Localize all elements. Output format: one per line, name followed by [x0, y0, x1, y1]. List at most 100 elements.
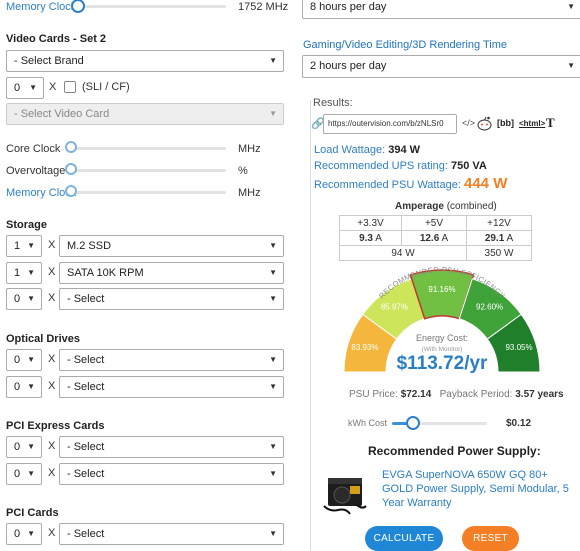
payback-label: Payback Period: — [439, 389, 513, 400]
memory-clock-track[interactable] — [70, 191, 226, 194]
brand-select-value: - Select Brand — [14, 55, 84, 67]
reset-button[interactable]: RESET — [462, 526, 519, 551]
chevron-down-icon: ▼ — [27, 469, 35, 478]
usage-hours-select[interactable]: 8 hours per day ▼ — [302, 0, 580, 19]
embed-code-icon[interactable]: </> — [462, 118, 476, 128]
results-label: Results: — [313, 97, 353, 109]
psu-price-value: $72.14 — [400, 389, 432, 400]
psu-price: PSU Price: $72.14 Payback Period: 3.57 y… — [349, 389, 564, 400]
psu-wattage: Recommended PSU Wattage: 444 W — [314, 175, 507, 192]
share-url-input[interactable]: https://outervision.com/b/zNLSr0 — [323, 114, 457, 134]
video-cards-heading: Video Cards - Set 2 — [6, 33, 107, 45]
energy-cost-subtitle: (With Monitor) — [421, 346, 463, 353]
component-select-value: - Select — [67, 381, 105, 393]
component-select-value: M.2 SSD — [67, 240, 112, 252]
video-card-select[interactable]: - Select Video Card ▼ — [6, 103, 284, 125]
component-select[interactable]: - Select ▼ — [59, 523, 284, 545]
reddit-icon[interactable] — [476, 115, 493, 132]
sli-checkbox[interactable] — [64, 81, 76, 93]
brand-select[interactable]: - Select Brand ▼ — [6, 50, 284, 72]
amperage-table: +3.3V +5V +12V 9.3 A 12.6 A 29.1 A 94 W … — [339, 215, 532, 261]
component-select[interactable]: SATA 10K RPM ▼ — [59, 262, 284, 284]
component-select[interactable]: - Select ▼ — [59, 436, 284, 458]
calculate-button[interactable]: CALCULATE — [365, 526, 443, 551]
quantity-value: 1 — [14, 240, 21, 252]
quantity-select[interactable]: 1 ▼ — [6, 262, 42, 284]
multiply-label: X — [49, 81, 57, 93]
payback-value: 3.57 years — [515, 389, 564, 400]
multiply-label: X — [48, 527, 56, 539]
psu-wattage-label: Recommended PSU Wattage: — [314, 179, 461, 191]
quantity-value: 0 — [14, 381, 21, 393]
kwh-cost-slider-handle[interactable] — [406, 416, 420, 430]
psu-price-label: PSU Price: — [349, 389, 398, 400]
component-select-value: - Select — [67, 293, 105, 305]
multiply-label: X — [48, 467, 56, 479]
component-select[interactable]: - Select ▼ — [59, 463, 284, 485]
quantity-select[interactable]: 1 ▼ — [6, 235, 42, 257]
gauge-segment-label: 83.93% — [351, 343, 378, 352]
chevron-down-icon: ▼ — [27, 241, 35, 250]
chevron-down-icon: ▼ — [269, 442, 277, 451]
core-clock-label: Core Clock — [6, 143, 61, 155]
amp-value-3v3-num: 9.3 — [359, 232, 373, 244]
kwh-cost-track[interactable] — [413, 422, 487, 425]
pci-cards-heading: PCI Cards — [6, 507, 59, 519]
component-select[interactable]: - Select ▼ — [59, 349, 284, 371]
gaming-hours-value: 2 hours per day — [310, 60, 387, 72]
overvoltage-slider-handle[interactable] — [65, 163, 77, 175]
component-select-value: - Select — [67, 468, 105, 480]
html-code-button[interactable]: <html> — [519, 119, 546, 128]
component-select[interactable]: - Select ▼ — [59, 376, 284, 398]
quantity-select[interactable]: 0 ▼ — [6, 349, 42, 371]
results-divider — [310, 100, 311, 551]
recommended-psu-link[interactable]: EVGA SuperNOVA 650W GQ 80+ GOLD Power Su… — [382, 469, 569, 509]
component-select[interactable]: - Select ▼ — [59, 288, 284, 310]
core-clock-track[interactable] — [70, 147, 226, 150]
amp-header-12v: +12V — [466, 215, 532, 231]
multiply-label: X — [48, 353, 56, 365]
quantity-select[interactable]: 0 ▼ — [6, 436, 42, 458]
quantity-select[interactable]: 0 ▼ — [6, 288, 42, 310]
kwh-cost-track-fill — [392, 422, 413, 425]
overvoltage-track[interactable] — [70, 169, 226, 172]
amperage-header-row: +3.3V +5V +12V — [339, 215, 532, 231]
load-wattage-label: Load Wattage: — [314, 144, 386, 156]
memory-clock-unit: MHz — [238, 187, 261, 199]
overvoltage-label: Overvoltage — [6, 165, 66, 177]
quantity-value: 0 — [14, 354, 21, 366]
load-wattage: Load Wattage: 394 W — [314, 144, 420, 156]
amp-value-5v-unit: A — [439, 232, 449, 244]
component-select[interactable]: M.2 SSD ▼ — [59, 235, 284, 257]
core-clock-slider-handle[interactable] — [65, 141, 77, 153]
memory-clock-slider-handle[interactable] — [65, 185, 77, 197]
gauge-segment — [486, 313, 541, 373]
component-select-value: - Select — [67, 528, 105, 540]
chevron-down-icon: ▼ — [29, 83, 37, 92]
chevron-down-icon: ▼ — [27, 529, 35, 538]
text-format-button[interactable]: T — [546, 115, 555, 130]
quantity-select[interactable]: 0 ▼ — [6, 376, 42, 398]
amp-value-12v-num: 29.1 — [484, 232, 505, 244]
psu-product-image[interactable] — [320, 466, 372, 518]
sli-label: (SLI / CF) — [82, 81, 130, 93]
multiply-label: X — [48, 440, 56, 452]
quantity-value: 1 — [14, 267, 21, 279]
ups-rating-value: 750 VA — [450, 160, 487, 172]
component-select-value: - Select — [67, 354, 105, 366]
memory-clock-top-slider-handle[interactable] — [71, 0, 85, 13]
optical-drives-heading: Optical Drives — [6, 333, 80, 345]
memory-clock-top-track[interactable] — [82, 5, 226, 8]
amperage-title-text: Amperage — [395, 201, 444, 212]
memory-clock-label: Memory Clock — [6, 187, 77, 199]
amp-header-3v3: +3.3V — [339, 215, 402, 231]
chevron-down-icon: ▼ — [269, 355, 277, 364]
video-card-qty-select[interactable]: 0 ▼ — [6, 77, 44, 99]
bbcode-button[interactable]: [bb] — [497, 118, 514, 128]
quantity-select[interactable]: 0 ▼ — [6, 463, 42, 485]
overvoltage-unit: % — [238, 165, 248, 177]
quantity-select[interactable]: 0 ▼ — [6, 523, 42, 545]
chevron-down-icon: ▼ — [567, 61, 575, 70]
gaming-hours-select[interactable]: 2 hours per day ▼ — [302, 55, 580, 78]
gauge-segment — [409, 269, 475, 320]
